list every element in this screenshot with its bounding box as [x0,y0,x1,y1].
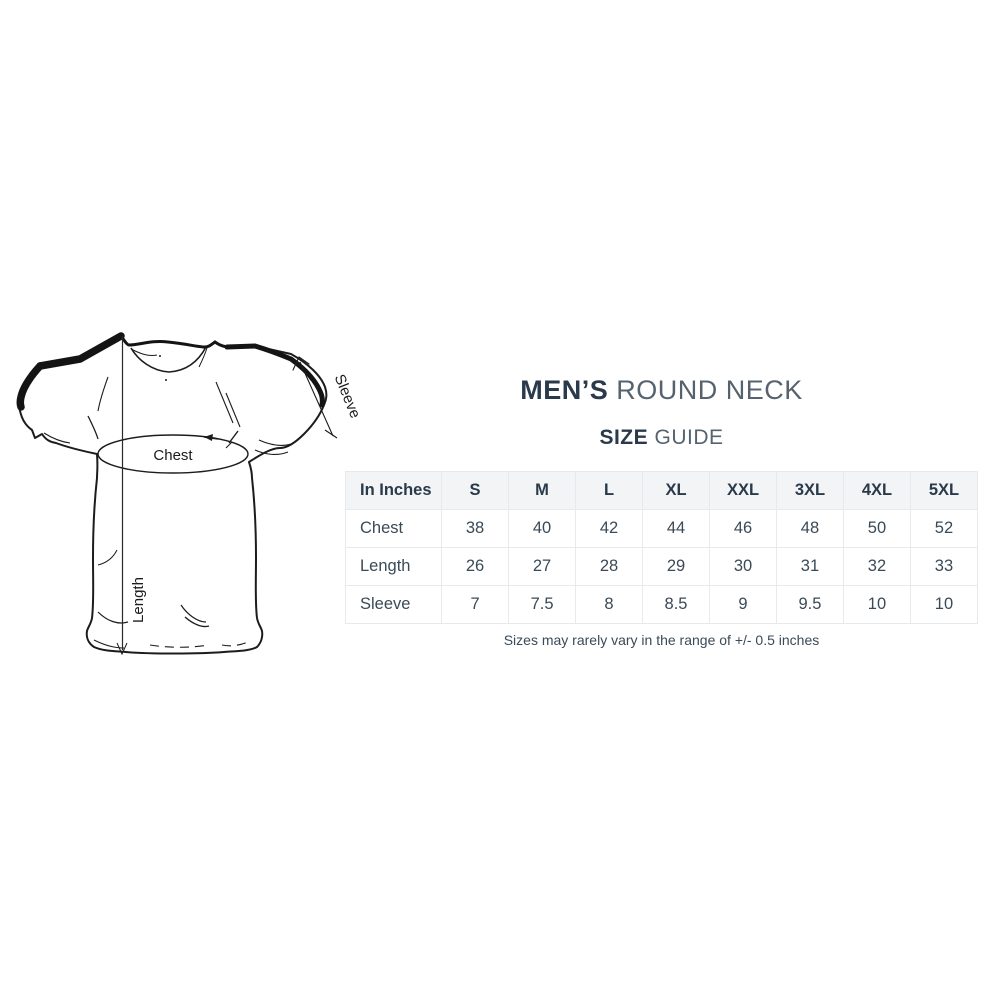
svg-text:Chest: Chest [153,447,193,464]
svg-text:Length: Length [130,577,147,623]
